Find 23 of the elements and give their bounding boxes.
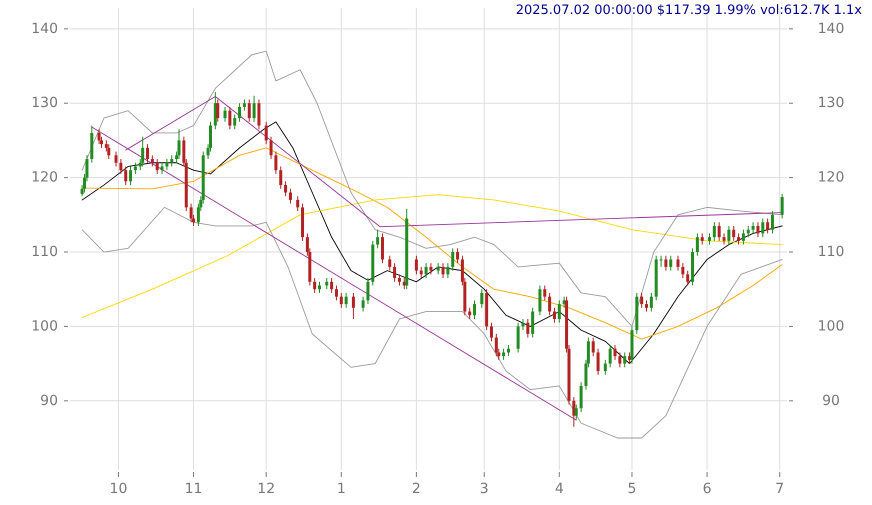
y2-tick-label: 100: [818, 318, 844, 334]
x-tick-label: 3: [480, 481, 489, 497]
y2-tick-label: 90: [822, 392, 840, 409]
x-tick-label: 2: [412, 481, 421, 497]
x-tick-label: 4: [554, 481, 564, 497]
y-tick-label: 140: [31, 20, 58, 37]
y2-tick-label: 120: [818, 170, 844, 186]
y2-tick-label: 140: [818, 20, 844, 37]
x-tick-label: 12: [257, 481, 276, 497]
y2-tick-label: 130: [818, 95, 844, 112]
y-tick-label: 110: [31, 244, 58, 260]
x-tick-label: 1: [336, 481, 346, 497]
x-tick-label: 10: [110, 481, 128, 497]
x-tick-label: 11: [184, 481, 202, 497]
y2-tick-label: 110: [818, 244, 844, 260]
x-tick-label: 5: [628, 481, 636, 497]
y-tick-label: 90: [40, 392, 58, 409]
y-tick-label: 100: [31, 318, 58, 334]
x-tick-label: 6: [702, 481, 712, 497]
chart-title: 2025.07.02 00:00:00 $117.39 1.99% vol:612.7K 1.1x: [516, 3, 862, 18]
y-tick-label: 120: [31, 170, 58, 186]
x-tick-label: 7: [775, 481, 784, 497]
y-tick-label: 130: [31, 95, 58, 112]
